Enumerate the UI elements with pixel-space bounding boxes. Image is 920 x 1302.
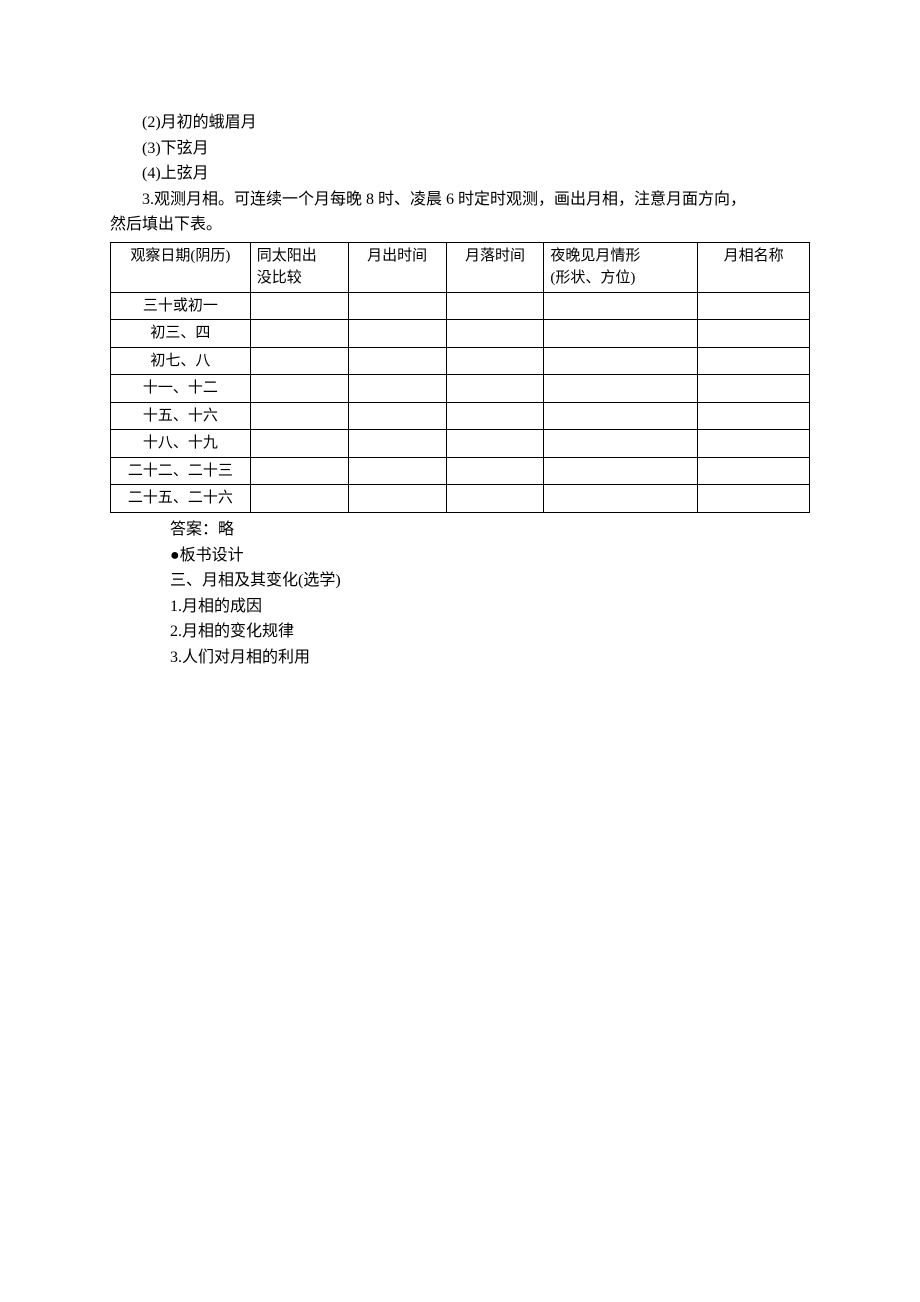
- cell-name: [698, 485, 810, 513]
- cell-date: 二十五、二十六: [111, 485, 251, 513]
- list-item-2: (2)月初的蛾眉月: [110, 110, 810, 136]
- cell-set: [446, 457, 544, 485]
- cell-night: [544, 402, 698, 430]
- table-row: 十八、十九: [111, 430, 810, 458]
- cell-set: [446, 375, 544, 403]
- cell-night: [544, 320, 698, 348]
- cell-name: [698, 402, 810, 430]
- cell-sun: [250, 430, 348, 458]
- cell-date: 初三、四: [111, 320, 251, 348]
- cell-set: [446, 320, 544, 348]
- cell-sun: [250, 375, 348, 403]
- outline-point-2: 2.月相的变化规律: [110, 619, 810, 645]
- outline-point-3: 3.人们对月相的利用: [110, 645, 810, 671]
- col-header-set: 月落时间: [446, 242, 544, 292]
- col-header-sun: 同太阳出 没比较: [250, 242, 348, 292]
- cell-night: [544, 347, 698, 375]
- cell-set: [446, 402, 544, 430]
- answer-line: 答案：略: [110, 517, 810, 543]
- cell-date: 初七、八: [111, 347, 251, 375]
- col-header-night-line2: (形状、方位): [550, 267, 691, 290]
- board-design-heading: ●板书设计: [110, 543, 810, 569]
- cell-sun: [250, 485, 348, 513]
- col-header-rise: 月出时间: [348, 242, 446, 292]
- table-row: 二十五、二十六: [111, 485, 810, 513]
- col-header-night-line1: 夜晚见月情形: [550, 245, 691, 268]
- cell-rise: [348, 375, 446, 403]
- cell-rise: [348, 292, 446, 320]
- table-row: 十一、十二: [111, 375, 810, 403]
- cell-rise: [348, 402, 446, 430]
- table-header-row: 观察日期(阴历) 同太阳出 没比较 月出时间 月落时间 夜晚见月情形 (形状、方…: [111, 242, 810, 292]
- cell-sun: [250, 347, 348, 375]
- table-row: 三十或初一: [111, 292, 810, 320]
- cell-sun: [250, 320, 348, 348]
- col-header-name: 月相名称: [698, 242, 810, 292]
- list-item-3: (3)下弦月: [110, 136, 810, 162]
- cell-name: [698, 292, 810, 320]
- cell-set: [446, 292, 544, 320]
- cell-night: [544, 430, 698, 458]
- observation-table: 观察日期(阴历) 同太阳出 没比较 月出时间 月落时间 夜晚见月情形 (形状、方…: [110, 242, 810, 513]
- cell-night: [544, 375, 698, 403]
- table-row: 初三、四: [111, 320, 810, 348]
- cell-date: 十五、十六: [111, 402, 251, 430]
- cell-sun: [250, 402, 348, 430]
- section-title: 三、月相及其变化(选学): [110, 568, 810, 594]
- col-header-night: 夜晚见月情形 (形状、方位): [544, 242, 698, 292]
- cell-set: [446, 485, 544, 513]
- cell-set: [446, 430, 544, 458]
- cell-name: [698, 320, 810, 348]
- table-row: 二十二、二十三: [111, 457, 810, 485]
- cell-night: [544, 292, 698, 320]
- cell-set: [446, 347, 544, 375]
- cell-night: [544, 457, 698, 485]
- cell-date: 十一、十二: [111, 375, 251, 403]
- outline-point-1: 1.月相的成因: [110, 594, 810, 620]
- cell-name: [698, 347, 810, 375]
- col-header-sun-line1: 同太阳出: [257, 245, 342, 268]
- cell-sun: [250, 457, 348, 485]
- cell-date: 十八、十九: [111, 430, 251, 458]
- cell-rise: [348, 430, 446, 458]
- col-header-date: 观察日期(阴历): [111, 242, 251, 292]
- list-item-4: (4)上弦月: [110, 161, 810, 187]
- cell-name: [698, 375, 810, 403]
- cell-rise: [348, 485, 446, 513]
- cell-rise: [348, 457, 446, 485]
- cell-name: [698, 430, 810, 458]
- cell-name: [698, 457, 810, 485]
- col-header-sun-line2: 没比较: [257, 267, 342, 290]
- cell-rise: [348, 347, 446, 375]
- table-row: 初七、八: [111, 347, 810, 375]
- question-3-line-2: 然后填出下表。: [110, 212, 810, 238]
- cell-night: [544, 485, 698, 513]
- cell-rise: [348, 320, 446, 348]
- cell-date: 二十二、二十三: [111, 457, 251, 485]
- table-row: 十五、十六: [111, 402, 810, 430]
- table-body: 三十或初一 初三、四 初七、八 十一、十二: [111, 292, 810, 512]
- question-3-line-1: 3.观测月相。可连续一个月每晚 8 时、凌晨 6 时定时观测，画出月相，注意月面…: [110, 187, 810, 213]
- cell-sun: [250, 292, 348, 320]
- cell-date: 三十或初一: [111, 292, 251, 320]
